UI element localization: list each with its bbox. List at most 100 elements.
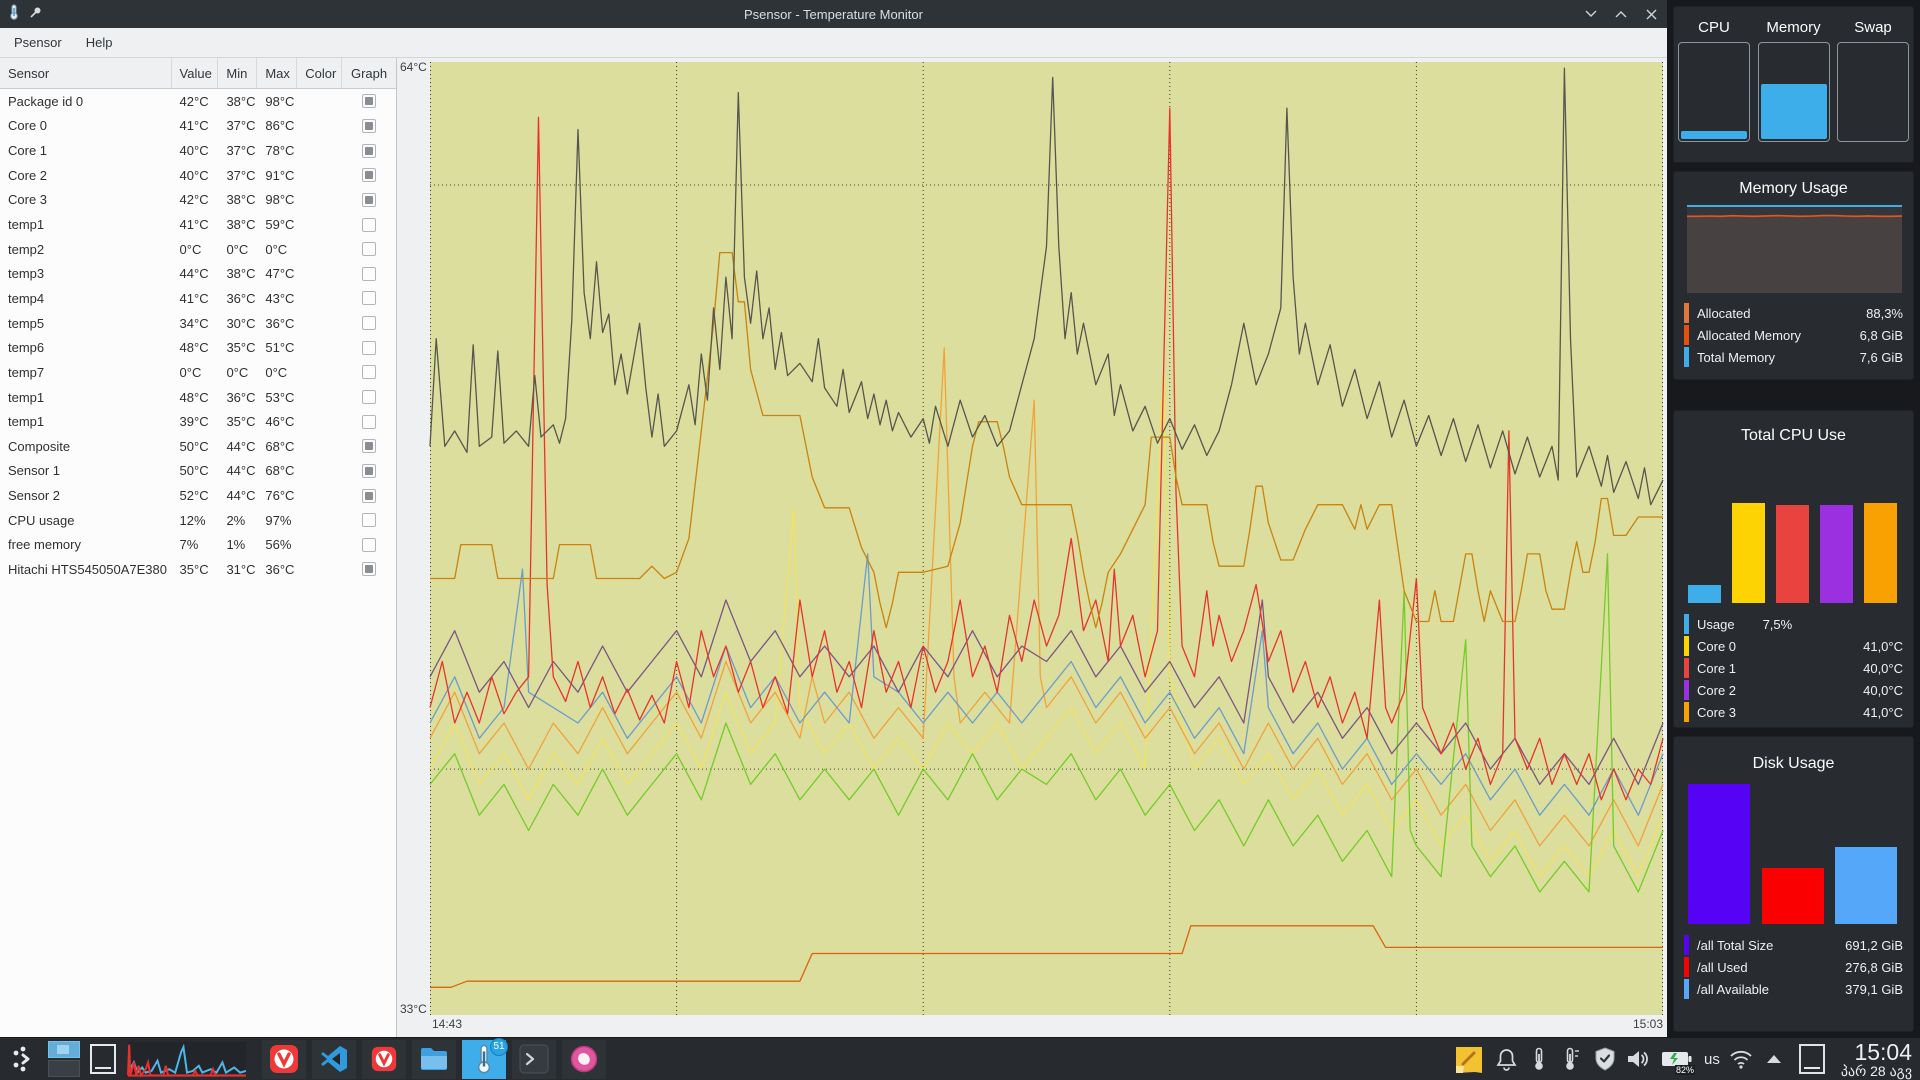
- graph-checkbox[interactable]: [342, 118, 396, 133]
- menu-psensor[interactable]: Psensor: [14, 35, 62, 50]
- sensor-name: CPU usage: [8, 512, 75, 528]
- cpu-bar-core-3: [1864, 503, 1897, 603]
- x-axis-start-label: 14:43: [432, 1017, 463, 1031]
- sensor-max: 76°C: [265, 488, 295, 504]
- table-row[interactable]: temp1 39°C 35°C 46°C: [0, 409, 396, 434]
- table-row[interactable]: free memory 7% 1% 56%: [0, 533, 396, 558]
- graph-checkbox[interactable]: [342, 439, 396, 454]
- thermometer-tray-icon-2[interactable]: [1560, 1046, 1584, 1072]
- table-row[interactable]: temp2 0°C 0°C 0°C: [0, 237, 396, 262]
- sensor-min: 0°C: [226, 364, 249, 380]
- system-monitor-widget[interactable]: [126, 1040, 248, 1078]
- series-composite: [429, 599, 1664, 786]
- table-row[interactable]: temp1 41°C 38°C 59°C: [0, 212, 396, 237]
- graph-checkbox[interactable]: [342, 242, 396, 257]
- wifi-icon[interactable]: [1729, 1046, 1753, 1072]
- graph-checkbox[interactable]: [342, 316, 396, 331]
- graph-checkbox[interactable]: [342, 217, 396, 232]
- graph-checkbox[interactable]: [342, 463, 396, 478]
- legend-label: /all Available: [1697, 981, 1770, 997]
- graph-checkbox[interactable]: [342, 94, 396, 109]
- task-vivaldi-2[interactable]: [362, 1039, 406, 1079]
- thermometer-tray-icon-1[interactable]: [1527, 1046, 1551, 1072]
- sensor-value: 39°C: [179, 414, 209, 430]
- graph-checkbox[interactable]: [342, 365, 396, 380]
- header-value[interactable]: Value: [172, 58, 219, 88]
- legend-row: Total Memory 7,6 GiB: [1684, 346, 1903, 368]
- graph-checkbox[interactable]: [342, 488, 396, 503]
- table-row[interactable]: Core 3 42°C 38°C 98°C: [0, 188, 396, 213]
- pin-icon[interactable]: [29, 5, 43, 24]
- cpu-bar-core-2: [1820, 505, 1853, 603]
- table-row[interactable]: temp4 41°C 36°C 43°C: [0, 286, 396, 311]
- graph-checkbox[interactable]: [342, 414, 396, 429]
- table-row[interactable]: Sensor 1 50°C 44°C 68°C: [0, 459, 396, 484]
- sensor-max: 47°C: [265, 266, 295, 282]
- header-color[interactable]: Color: [297, 58, 343, 88]
- header-sensor[interactable]: Sensor: [0, 58, 172, 88]
- task-vscode[interactable]: [312, 1039, 356, 1079]
- header-graph[interactable]: Graph: [350, 65, 388, 81]
- menu-help[interactable]: Help: [85, 35, 113, 50]
- graph-checkbox[interactable]: [342, 513, 396, 528]
- legend-value: 7,6 GiB: [1859, 349, 1903, 365]
- minimize-button[interactable]: [1583, 6, 1599, 22]
- gauges-panel: CPU Memory Swap: [1673, 6, 1914, 163]
- table-row[interactable]: Sensor 2 52°C 44°C 76°C: [0, 483, 396, 508]
- graph-checkbox[interactable]: [342, 340, 396, 355]
- table-row[interactable]: Composite 50°C 44°C 68°C: [0, 434, 396, 459]
- sensor-max: 86°C: [265, 118, 295, 134]
- task-psensor-active[interactable]: 51: [462, 1037, 508, 1079]
- graph-checkbox[interactable]: [342, 390, 396, 404]
- notifications-bell-icon[interactable]: [1494, 1046, 1518, 1072]
- table-row[interactable]: temp1 48°C 36°C 53°C: [0, 385, 396, 410]
- notes-icon[interactable]: [1453, 1043, 1485, 1075]
- tray-expander-caret-icon[interactable]: [1762, 1046, 1786, 1072]
- battery-icon[interactable]: 82%: [1659, 1046, 1696, 1075]
- app-launcher-button[interactable]: [6, 1041, 42, 1077]
- task-vivaldi-1[interactable]: [262, 1039, 306, 1079]
- graph-checkbox[interactable]: [342, 143, 396, 158]
- table-row[interactable]: Package id 0 42°C 38°C 98°C: [0, 89, 396, 114]
- window-titlebar[interactable]: Psensor - Temperature Monitor: [0, 0, 1667, 28]
- table-row[interactable]: temp3 44°C 38°C 47°C: [0, 261, 396, 286]
- pager-desktop-1[interactable]: [48, 1041, 80, 1058]
- window-outline-widget[interactable]: [86, 1044, 120, 1074]
- show-desktop-button[interactable]: [1795, 1044, 1829, 1074]
- task-media-app[interactable]: [562, 1039, 606, 1079]
- graph-checkbox[interactable]: [342, 291, 396, 306]
- legend-row: /all Total Size 691,2 GiB: [1684, 934, 1903, 956]
- graph-checkbox[interactable]: [342, 537, 396, 552]
- sensor-value: 12%: [179, 512, 206, 528]
- digital-clock[interactable]: 15:04 პარ 28 აგვ: [1841, 1039, 1914, 1079]
- close-button[interactable]: [1643, 6, 1659, 22]
- legend-label: Allocated Memory: [1697, 327, 1802, 343]
- sensor-value: 42°C: [179, 192, 209, 208]
- sensor-max: 68°C: [265, 463, 295, 479]
- table-row[interactable]: CPU usage 12% 2% 97%: [0, 508, 396, 533]
- table-row[interactable]: Core 1 40°C 37°C 78°C: [0, 138, 396, 163]
- graph-checkbox[interactable]: [342, 266, 396, 281]
- table-row[interactable]: Core 2 40°C 37°C 91°C: [0, 163, 396, 188]
- gauge-meter: [1678, 42, 1750, 142]
- table-row[interactable]: Core 0 41°C 37°C 86°C: [0, 114, 396, 139]
- virtual-desktop-pager[interactable]: [48, 1041, 80, 1077]
- sensor-name: temp4: [8, 290, 45, 306]
- task-file-manager[interactable]: [412, 1039, 456, 1079]
- table-row[interactable]: temp6 48°C 35°C 51°C: [0, 335, 396, 360]
- graph-checkbox[interactable]: [342, 168, 396, 183]
- maximize-button[interactable]: [1613, 6, 1629, 22]
- header-max[interactable]: Max: [257, 58, 298, 88]
- graph-checkbox[interactable]: [342, 562, 396, 577]
- keyboard-layout-indicator[interactable]: us: [1704, 1050, 1720, 1068]
- table-row[interactable]: temp7 0°C 0°C 0°C: [0, 360, 396, 385]
- volume-icon[interactable]: [1626, 1046, 1650, 1072]
- graph-checkbox[interactable]: [342, 192, 396, 207]
- pager-desktop-2[interactable]: [48, 1060, 80, 1077]
- shield-security-icon[interactable]: [1593, 1046, 1617, 1072]
- table-row[interactable]: temp5 34°C 30°C 36°C: [0, 311, 396, 336]
- header-min[interactable]: Min: [218, 58, 258, 88]
- task-terminal[interactable]: [512, 1039, 556, 1079]
- table-row[interactable]: Hitachi HTS545050A7E380 35°C 31°C 36°C: [0, 557, 396, 582]
- sensor-max: 46°C: [265, 414, 295, 430]
